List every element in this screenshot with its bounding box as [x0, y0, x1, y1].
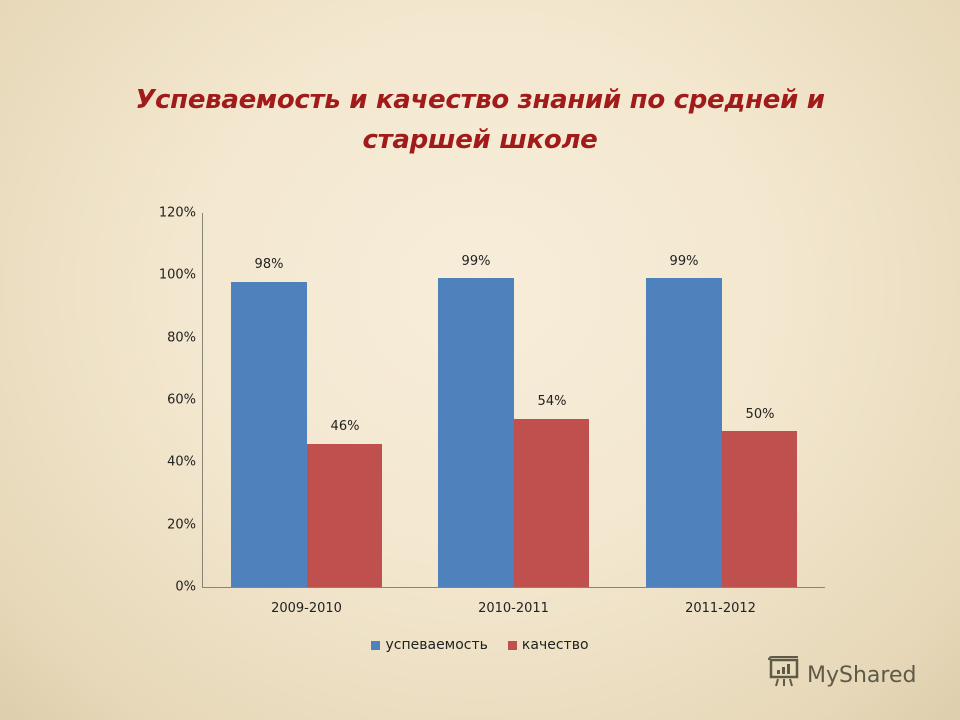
legend-swatch-blue: [371, 640, 381, 650]
bar-label: 54%: [537, 394, 567, 409]
x-tick-label: 2010-2011: [478, 601, 549, 616]
plot-area: 0% 20% 40% 60% 80% 100% 120% 98% 46% 99%…: [159, 206, 825, 616]
presentation-chart-icon: [767, 656, 801, 694]
bar-uspevaemost-2010-2011: [438, 278, 514, 587]
y-tick: 20%: [167, 517, 196, 533]
bar-kachestvo-2011-2012: [722, 431, 797, 587]
legend: успеваемость качество: [0, 637, 960, 653]
y-axis: [202, 213, 203, 587]
y-tick: 0%: [175, 579, 196, 595]
y-tick: 60%: [167, 392, 196, 408]
legend-item-kachestvo: качество: [507, 637, 589, 653]
bar-kachestvo-2009-2010: [307, 443, 382, 587]
legend-label: успеваемость: [385, 637, 488, 653]
chart-title: Успеваемость и качество знаний по средне…: [0, 80, 960, 160]
bar-uspevaemost-2011-2012: [646, 278, 722, 587]
bar-kachestvo-2010-2011: [514, 418, 589, 587]
watermark-text: MyShared: [807, 662, 917, 688]
x-tick-label: 2009-2010: [271, 601, 342, 616]
y-tick: 100%: [158, 267, 196, 283]
bar-label: 46%: [330, 419, 360, 434]
legend-label: качество: [521, 637, 589, 653]
bar-label: 99%: [669, 254, 699, 269]
y-tick: 80%: [167, 330, 196, 346]
chart-title-line1: Успеваемость и качество знаний по средне…: [135, 85, 825, 115]
x-tick-label: 2011-2012: [685, 601, 756, 616]
y-tick: 40%: [167, 454, 196, 470]
bar-label: 99%: [461, 254, 491, 269]
bar-uspevaemost-2009-2010: [231, 281, 307, 587]
watermark: MyShared: [767, 656, 916, 694]
bar-label: 50%: [745, 407, 775, 422]
y-tick: 120%: [158, 205, 196, 221]
x-axis: [202, 587, 825, 588]
chart-title-line2: старшей школе: [362, 125, 598, 155]
legend-swatch-red: [507, 640, 517, 650]
bar-label: 98%: [254, 257, 284, 272]
legend-item-uspevaemost: успеваемость: [371, 637, 488, 653]
